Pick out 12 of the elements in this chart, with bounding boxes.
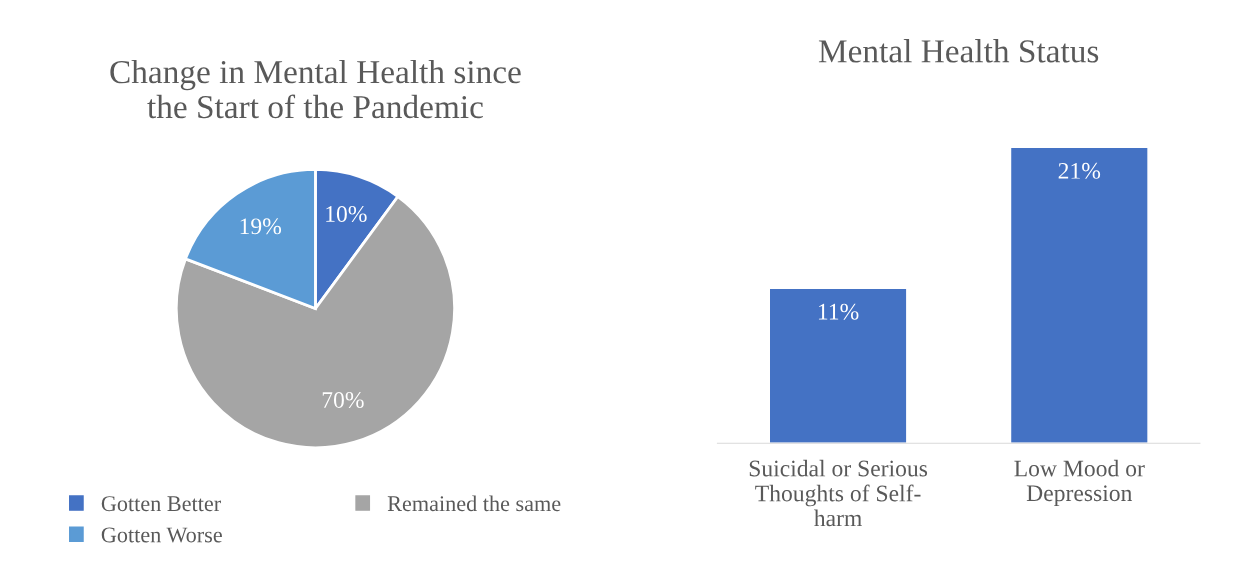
chart-title: Mental Health Status [818,39,1099,63]
data-label: 19% [240,218,282,235]
legend-label: Gotten Worse [101,527,222,543]
x-tick-label: Low Mood or Depression [1014,459,1145,506]
data-label: 21% [1058,162,1101,179]
chart-title: Change in Mental Health since the Start of the Pandemic [110,59,521,119]
legend-label: Remained the same [387,495,561,512]
data-label: 70% [322,391,364,408]
data-label: 11% [818,303,859,320]
legend-label: Gotten Better [101,496,221,512]
x-tick-label: Suicidal or Serious Thoughts of Self-harm [749,459,928,527]
data-label: 10% [326,206,367,223]
